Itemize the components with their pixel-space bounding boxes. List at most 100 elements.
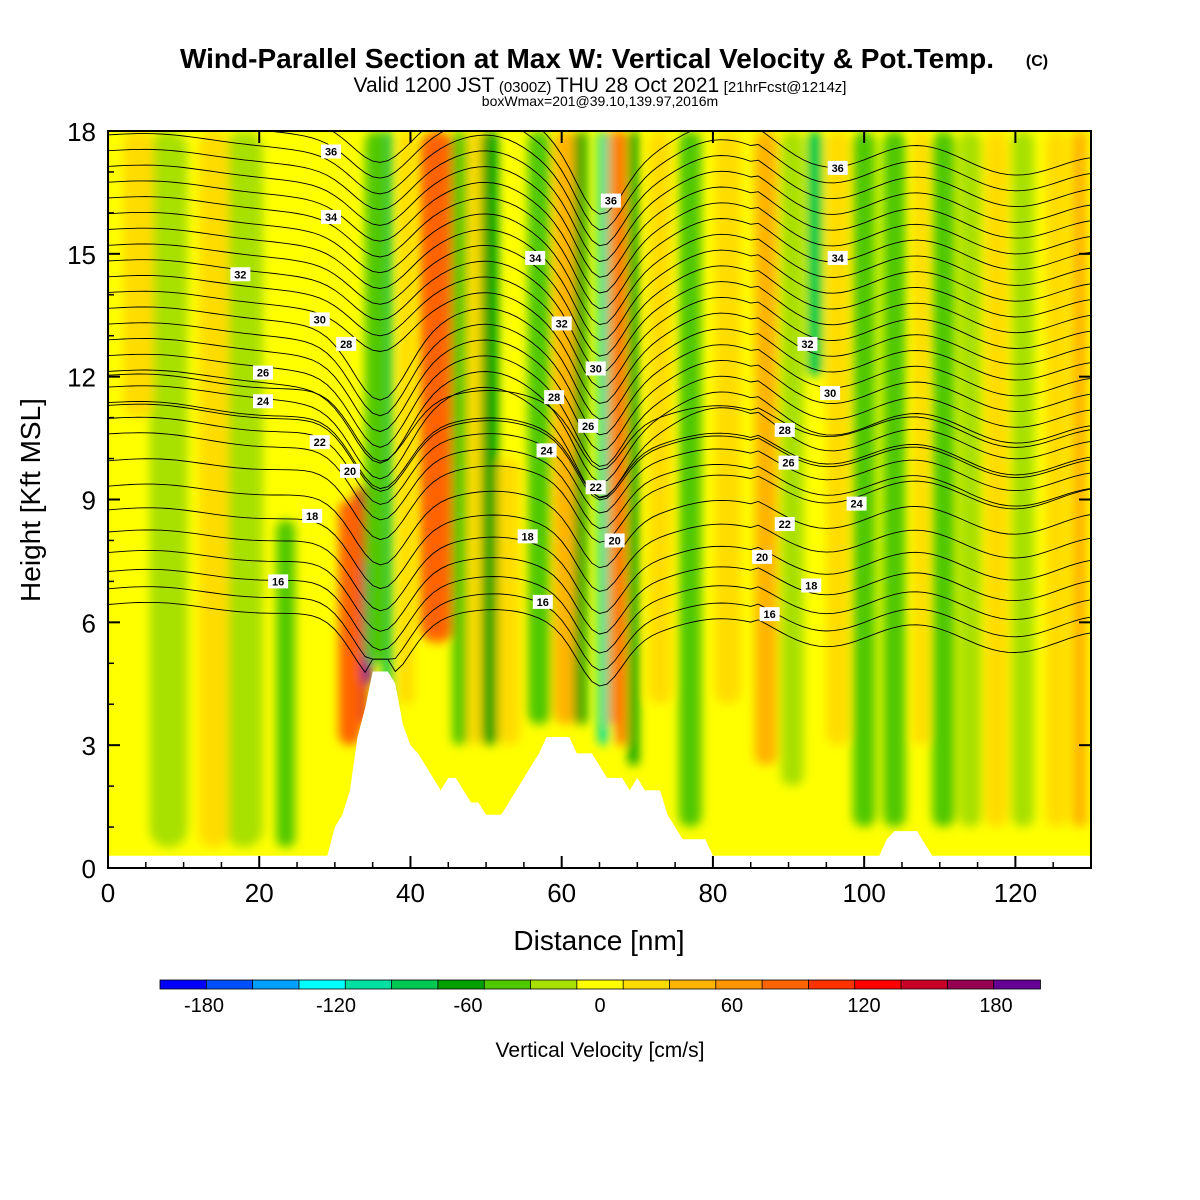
colorbar-swatch xyxy=(298,979,347,990)
contour-label-text: 32 xyxy=(234,269,246,281)
contour-label-text: 24 xyxy=(257,396,270,408)
contour-label-bg xyxy=(778,455,799,470)
contour-label-bg xyxy=(309,435,330,450)
colorbar-title: Vertical Velocity [cm/s] xyxy=(496,1039,705,1062)
contour-label-bg xyxy=(801,578,822,593)
contour-label-bg xyxy=(336,336,357,351)
x-tick-label: 100 xyxy=(842,878,885,908)
contour-label: 28 xyxy=(774,422,795,437)
contour-label-text: 28 xyxy=(548,392,560,404)
velocity-band xyxy=(913,131,929,746)
contour-label-text: 34 xyxy=(832,253,845,265)
velocity-band xyxy=(419,131,454,643)
contour-label-text: 20 xyxy=(344,466,356,478)
contour-label-text: 22 xyxy=(779,519,791,531)
contour-label-bg xyxy=(820,386,841,401)
contour-label: 36 xyxy=(600,193,621,208)
colorbar-swatch xyxy=(808,979,856,990)
contour-label-text: 16 xyxy=(537,597,549,609)
colorbar-swatch xyxy=(159,979,208,990)
velocity-band xyxy=(597,131,609,746)
contour-label-text: 16 xyxy=(764,609,776,621)
contour-label-text: 26 xyxy=(257,368,269,380)
isentrope-line xyxy=(108,338,1091,452)
contour-label-bg xyxy=(253,365,274,380)
colorbar-swatch xyxy=(437,979,486,990)
y-axis-title: Height [Kft MSL] xyxy=(15,398,46,602)
isentrope-line xyxy=(108,164,1091,278)
contour-label-text: 36 xyxy=(325,146,337,158)
isentrope-line xyxy=(331,131,1091,215)
isentrope-line xyxy=(108,401,1091,498)
velocity-band xyxy=(608,131,618,725)
contour-label: 20 xyxy=(752,549,773,564)
colorbar-swatch xyxy=(483,979,532,990)
isentrope-line xyxy=(108,416,1091,514)
contour-label-text: 32 xyxy=(801,339,813,351)
contour-label-bg xyxy=(774,422,795,437)
contour-label: 32 xyxy=(551,316,572,331)
contour-label: 28 xyxy=(544,390,565,405)
contour-label-text: 28 xyxy=(779,425,791,437)
chart-title: Wind-Parallel Section at Max W: Vertical… xyxy=(180,43,994,74)
contour-label-bg xyxy=(600,193,621,208)
contour-label: 16 xyxy=(268,574,289,589)
colorbar-label: 60 xyxy=(721,995,743,1017)
isentrope-line xyxy=(108,306,1091,420)
isentrope-line xyxy=(108,483,1091,569)
contour-label-bg xyxy=(774,517,795,532)
contour-label-bg xyxy=(253,394,274,409)
contour-label-bg xyxy=(551,316,572,331)
contour-label-text: 18 xyxy=(805,580,817,592)
contour-label-text: 26 xyxy=(782,458,794,470)
contour-label: 22 xyxy=(309,435,330,450)
velocity-band xyxy=(883,131,906,828)
colorbar-swatch xyxy=(576,979,625,990)
contour-label-text: 34 xyxy=(529,253,542,265)
contour-label-bg xyxy=(585,361,606,376)
colorbar-swatch xyxy=(993,979,1041,990)
velocity-band xyxy=(826,131,850,746)
isentrope-line xyxy=(108,549,1091,635)
isentrope-line xyxy=(108,529,1091,614)
x-tick-label: 60 xyxy=(547,878,576,908)
contour-label: 26 xyxy=(578,418,599,433)
colorbar-label: -180 xyxy=(184,995,224,1017)
colorbar-swatch xyxy=(252,979,300,990)
contour-label: 20 xyxy=(339,463,360,478)
contour-label-text: 30 xyxy=(590,363,602,375)
contour-label: 34 xyxy=(827,250,848,265)
colorbar-label: -60 xyxy=(454,995,483,1017)
colorbar-swatch xyxy=(622,979,671,990)
colorbar-swatch xyxy=(900,979,949,990)
contour-label-text: 24 xyxy=(850,499,863,511)
velocity-band xyxy=(338,499,362,746)
contour-label-text: 18 xyxy=(522,531,534,543)
velocity-band xyxy=(754,131,778,766)
colorbar-label: 0 xyxy=(594,995,605,1017)
contour-label-bg xyxy=(536,443,557,458)
contour-label-text: 22 xyxy=(314,437,326,449)
contour-label-bg xyxy=(544,390,565,405)
isentrope-line xyxy=(108,227,1091,341)
contour-label-text: 28 xyxy=(340,339,352,351)
valid-date: THU 28 Oct 2021 xyxy=(556,74,719,97)
x-tick-label: 80 xyxy=(698,878,727,908)
colorbar-label: -120 xyxy=(316,995,356,1017)
velocity-band xyxy=(1011,131,1035,828)
isentrope-line xyxy=(108,322,1091,436)
contour-label-text: 36 xyxy=(605,196,617,208)
velocity-band xyxy=(932,131,955,828)
contour-label-text: 24 xyxy=(540,445,553,457)
contour-label-bg xyxy=(525,250,546,265)
contour-label-bg xyxy=(302,508,323,523)
contour-label: 24 xyxy=(846,496,867,511)
valid-prefix: Valid 1200 JST xyxy=(354,74,495,97)
velocity-band xyxy=(616,131,626,746)
colorbar-swatch xyxy=(391,979,439,990)
colorbar-swatch xyxy=(205,979,254,990)
contour-label: 22 xyxy=(585,480,606,495)
y-tick-label: 18 xyxy=(67,117,96,147)
isentrope-line xyxy=(108,601,1091,687)
